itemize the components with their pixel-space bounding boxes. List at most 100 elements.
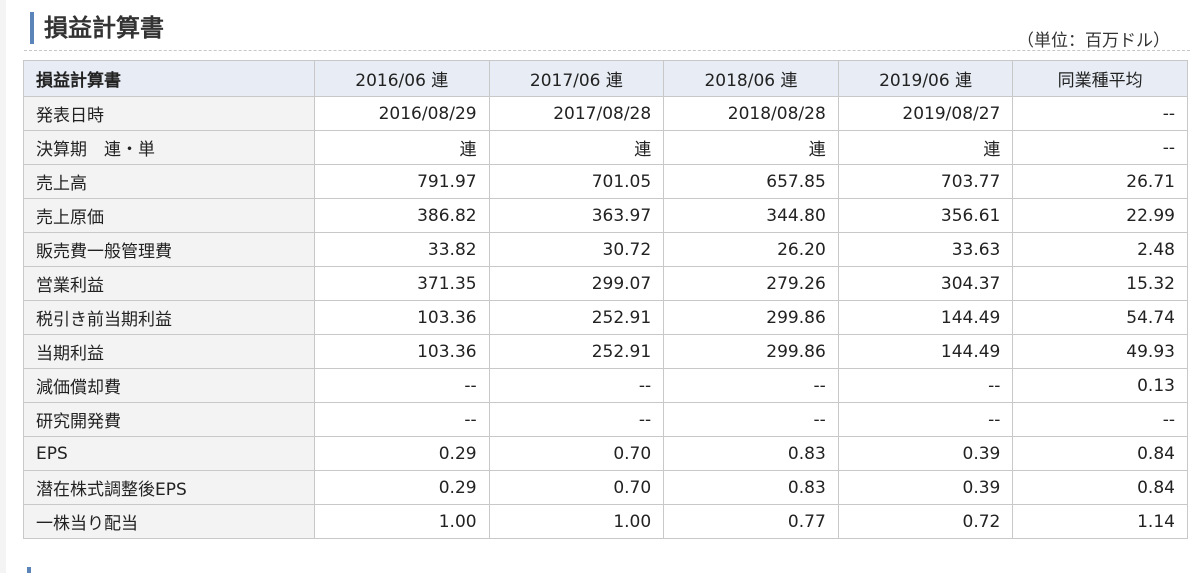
- table-cell: 0.70: [488, 470, 665, 505]
- row-label: 販売費一般管理費: [23, 232, 315, 267]
- section-title: 損益計算書: [44, 14, 164, 42]
- table-cell: 701.05: [488, 164, 665, 199]
- column-header: 2016/06 連: [314, 60, 490, 97]
- table-row: 税引き前当期利益 103.36 252.91 299.86 144.49 54.74: [23, 300, 1188, 335]
- row-label: 一株当り配当: [23, 504, 315, 539]
- row-label: 減価償却費: [23, 368, 315, 403]
- table-cell: --: [314, 402, 490, 437]
- table-cell: 279.26: [663, 266, 839, 301]
- table-cell: --: [837, 402, 1014, 437]
- column-header: 2019/06 連: [837, 60, 1014, 97]
- table-cell: 15.32: [1012, 266, 1188, 301]
- table-cell: 344.80: [663, 198, 839, 233]
- table-cell: 0.83: [663, 470, 839, 505]
- table-cell: 連: [488, 130, 665, 165]
- table-cell: 26.20: [663, 232, 839, 267]
- table-cell: 54.74: [1012, 300, 1188, 335]
- row-label: 潜在株式調整後EPS: [23, 470, 315, 505]
- table-cell: 30.72: [488, 232, 665, 267]
- next-section-accent: [27, 567, 31, 573]
- row-label: 営業利益: [23, 266, 315, 301]
- table-cell: 2019/08/27: [837, 96, 1014, 131]
- dashed-divider: [24, 50, 1190, 51]
- table-cell: --: [837, 368, 1014, 403]
- table-cell: 371.35: [314, 266, 490, 301]
- table-cell: 252.91: [488, 334, 665, 369]
- table-cell: 33.63: [837, 232, 1014, 267]
- table-row: 減価償却費 -- -- -- -- 0.13: [23, 368, 1188, 403]
- table-cell: 703.77: [837, 164, 1014, 199]
- table-row: 決算期 連・単連連連連 --: [23, 130, 1188, 165]
- table-cell: 363.97: [488, 198, 665, 233]
- table-cell: 791.97: [314, 164, 490, 199]
- table-row: 当期利益 103.36 252.91 299.86 144.49 49.93: [23, 334, 1188, 369]
- row-label: 研究開発費: [23, 402, 315, 437]
- row-label: 発表日時: [23, 96, 315, 131]
- left-rail: [0, 0, 6, 573]
- table-cell: 49.93: [1012, 334, 1188, 369]
- table-cell: 657.85: [663, 164, 839, 199]
- table-cell: --: [663, 368, 839, 403]
- unit-note: （単位：百万ドル）: [1017, 31, 1170, 51]
- table-row: EPS 0.29 0.70 0.83 0.39 0.84: [23, 436, 1188, 471]
- table-cell: 0.70: [488, 436, 665, 471]
- table-cell: 2018/08/28: [663, 96, 839, 131]
- table-row: 発表日時 2016/08/29 2017/08/28 2018/08/28 2019/0…: [23, 96, 1188, 131]
- table-cell: 1.14: [1012, 504, 1188, 539]
- table-cell: 連: [663, 130, 839, 165]
- table-cell: 2.48: [1012, 232, 1188, 267]
- table-cell: 0.39: [837, 470, 1014, 505]
- table-cell: 299.07: [488, 266, 665, 301]
- row-label: 売上高: [23, 164, 315, 199]
- column-header: 同業種平均: [1012, 60, 1188, 97]
- table-cell: 連: [837, 130, 1014, 165]
- row-label: 当期利益: [23, 334, 315, 369]
- row-label: 売上原価: [23, 198, 315, 233]
- table-row: 売上原価 386.82 363.97 344.80 356.61 22.99: [23, 198, 1188, 233]
- table-cell: --: [488, 402, 665, 437]
- table-cell: 33.82: [314, 232, 490, 267]
- table-row: 潜在株式調整後EPS 0.29 0.70 0.83 0.39 0.84: [23, 470, 1188, 505]
- income-statement-table: 損益計算書 2016/06 連 2017/06 連 2018/06 連 2019…: [23, 60, 1188, 539]
- table-cell: --: [314, 368, 490, 403]
- table-cell: 0.29: [314, 470, 490, 505]
- table-cell: --: [1012, 130, 1188, 165]
- table-cell: 1.00: [488, 504, 665, 539]
- table-cell: 103.36: [314, 300, 490, 335]
- table-cell: 0.29: [314, 436, 490, 471]
- table-cell: 299.86: [663, 300, 839, 335]
- table-cell: 356.61: [837, 198, 1014, 233]
- row-label: 決算期 連・単: [23, 130, 315, 165]
- table-cell: --: [1012, 402, 1188, 437]
- table-cell: 144.49: [837, 334, 1014, 369]
- table-cell: 144.49: [837, 300, 1014, 335]
- table-cell: 0.72: [837, 504, 1014, 539]
- table-cell: 0.39: [837, 436, 1014, 471]
- column-header: 2018/06 連: [663, 60, 839, 97]
- table-cell: --: [488, 368, 665, 403]
- table-cell: 2017/08/28: [488, 96, 665, 131]
- table-cell: --: [1012, 96, 1188, 131]
- table-cell: 連: [314, 130, 490, 165]
- table-cell: 304.37: [837, 266, 1014, 301]
- table-cell: 0.13: [1012, 368, 1188, 403]
- table-cell: 252.91: [488, 300, 665, 335]
- table-cell: 0.84: [1012, 470, 1188, 505]
- section-header: 損益計算書 （単位：百万ドル）: [30, 8, 1190, 51]
- title-accent-bar: [30, 12, 34, 44]
- table-cell: --: [663, 402, 839, 437]
- table-row: 売上高 791.97 701.05 657.85 703.77 26.71: [23, 164, 1188, 199]
- table-cell: 103.36: [314, 334, 490, 369]
- row-label: EPS: [23, 436, 315, 471]
- column-header: 2017/06 連: [488, 60, 665, 97]
- table-cell: 0.84: [1012, 436, 1188, 471]
- table-body: 発表日時 2016/08/29 2017/08/28 2018/08/28 2019/0…: [23, 96, 1188, 539]
- table-row: 販売費一般管理費 33.82 30.72 26.20 33.63 2.48: [23, 232, 1188, 267]
- row-label: 税引き前当期利益: [23, 300, 315, 335]
- table-cell: 0.77: [663, 504, 839, 539]
- table-header-row: 損益計算書 2016/06 連 2017/06 連 2018/06 連 2019…: [23, 60, 1188, 97]
- table-cell: 2016/08/29: [314, 96, 490, 131]
- table-cell: 1.00: [314, 504, 490, 539]
- table-cell: 26.71: [1012, 164, 1188, 199]
